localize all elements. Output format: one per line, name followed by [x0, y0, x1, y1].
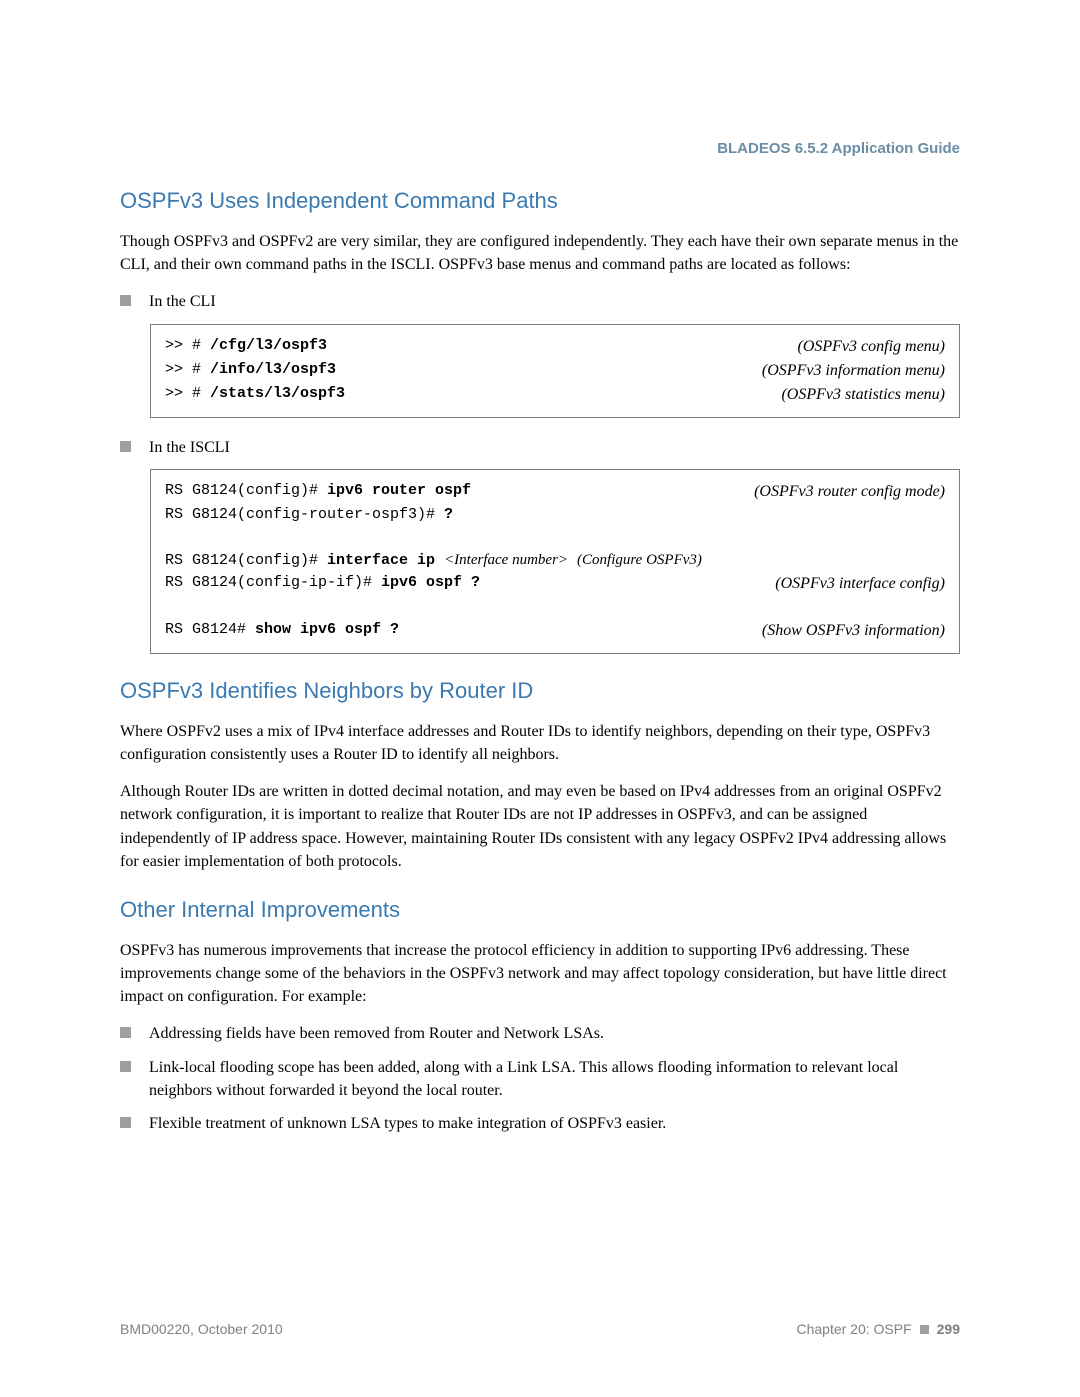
square-bullet-icon — [120, 1027, 131, 1038]
bullet-text: Addressing fields have been removed from… — [149, 1022, 604, 1045]
footer-right: Chapter 20: OSPF 299 — [796, 1321, 960, 1337]
code-command: /cfg/l3/ospf3 — [210, 337, 327, 354]
code-line: >> # /stats/l3/ospf3 (OSPFv3 statistics … — [165, 383, 945, 407]
code-block-iscli: RS G8124(config)# ipv6 router ospf (OSPF… — [150, 469, 960, 654]
page: BLADEOS 6.5.2 Application Guide OSPFv3 U… — [0, 0, 1080, 1397]
blank-line — [165, 596, 945, 619]
code-line: RS G8124(config)# interface ip <Interfac… — [165, 549, 945, 573]
code-line: RS G8124(config)# ipv6 router ospf (OSPF… — [165, 480, 945, 504]
code-note: (OSPFv3 config menu) — [797, 335, 945, 359]
code-command: ipv6 router ospf — [327, 482, 471, 499]
code-prefix: >> # — [165, 385, 210, 402]
list-item: Link-local flooding scope has been added… — [120, 1056, 960, 1102]
code-line: >> # /cfg/l3/ospf3 (OSPFv3 config menu) — [165, 335, 945, 359]
code-command: show ipv6 ospf ? — [255, 621, 399, 638]
code-command: /info/l3/ospf3 — [210, 361, 336, 378]
code-command: ipv6 ospf ? — [381, 574, 480, 591]
paragraph: Although Router IDs are written in dotte… — [120, 780, 960, 873]
footer-chapter: Chapter 20: OSPF — [796, 1321, 911, 1337]
square-bullet-icon — [120, 1061, 131, 1072]
square-bullet-icon — [120, 295, 131, 306]
list-item: In the ISCLI — [120, 436, 960, 459]
section-heading-2: OSPFv3 Identifies Neighbors by Router ID — [120, 678, 960, 704]
bullet-text: Flexible treatment of unknown LSA types … — [149, 1112, 666, 1135]
code-arg: <Interface number> — [444, 552, 568, 568]
code-prefix: RS G8124(config)# — [165, 552, 327, 569]
code-command: ? — [444, 506, 453, 523]
paragraph: Though OSPFv3 and OSPFv2 are very simila… — [120, 230, 960, 276]
blank-line — [165, 526, 945, 549]
square-bullet-icon — [920, 1325, 929, 1334]
code-prefix: RS G8124(config)# — [165, 482, 327, 499]
square-bullet-icon — [120, 1117, 131, 1128]
code-line: RS G8124(config-router-ospf3)# ? — [165, 504, 945, 527]
code-note: (OSPFv3 router config mode) — [754, 480, 945, 504]
code-prefix: >> # — [165, 337, 210, 354]
code-line: RS G8124# show ipv6 ospf ? (Show OSPFv3 … — [165, 619, 945, 643]
list-item: In the CLI — [120, 290, 960, 313]
code-line: RS G8124(config-ip-if)# ipv6 ospf ? (OSP… — [165, 572, 945, 596]
code-note: (OSPFv3 information menu) — [762, 359, 945, 383]
code-note: (OSPFv3 statistics menu) — [781, 383, 945, 407]
bullet-text: Link-local flooding scope has been added… — [149, 1056, 960, 1102]
bullet-text: In the CLI — [149, 290, 216, 313]
doc-header: BLADEOS 6.5.2 Application Guide — [717, 140, 960, 157]
code-note: (OSPFv3 interface config) — [775, 572, 945, 596]
code-line: >> # /info/l3/ospf3 (OSPFv3 information … — [165, 359, 945, 383]
code-note: (Show OSPFv3 information) — [762, 619, 945, 643]
page-footer: BMD00220, October 2010 Chapter 20: OSPF … — [120, 1321, 960, 1337]
code-prefix: RS G8124# — [165, 621, 255, 638]
square-bullet-icon — [120, 441, 131, 452]
paragraph: Where OSPFv2 uses a mix of IPv4 interfac… — [120, 720, 960, 766]
code-command: /stats/l3/ospf3 — [210, 385, 345, 402]
code-note: (Configure OSPFv3) — [577, 552, 702, 568]
code-command: interface ip — [327, 552, 444, 569]
code-block-cli: >> # /cfg/l3/ospf3 (OSPFv3 config menu) … — [150, 324, 960, 418]
section-heading-1: OSPFv3 Uses Independent Command Paths — [120, 188, 960, 214]
section-heading-3: Other Internal Improvements — [120, 897, 960, 923]
footer-left: BMD00220, October 2010 — [120, 1321, 283, 1337]
bullet-text: In the ISCLI — [149, 436, 230, 459]
code-prefix: RS G8124(config-router-ospf3)# — [165, 506, 444, 523]
list-item: Addressing fields have been removed from… — [120, 1022, 960, 1045]
code-prefix: RS G8124(config-ip-if)# — [165, 574, 381, 591]
paragraph: OSPFv3 has numerous improvements that in… — [120, 939, 960, 1009]
content-area: OSPFv3 Uses Independent Command Paths Th… — [120, 188, 960, 1135]
footer-page-number: 299 — [937, 1321, 960, 1337]
code-prefix: >> # — [165, 361, 210, 378]
list-item: Flexible treatment of unknown LSA types … — [120, 1112, 960, 1135]
